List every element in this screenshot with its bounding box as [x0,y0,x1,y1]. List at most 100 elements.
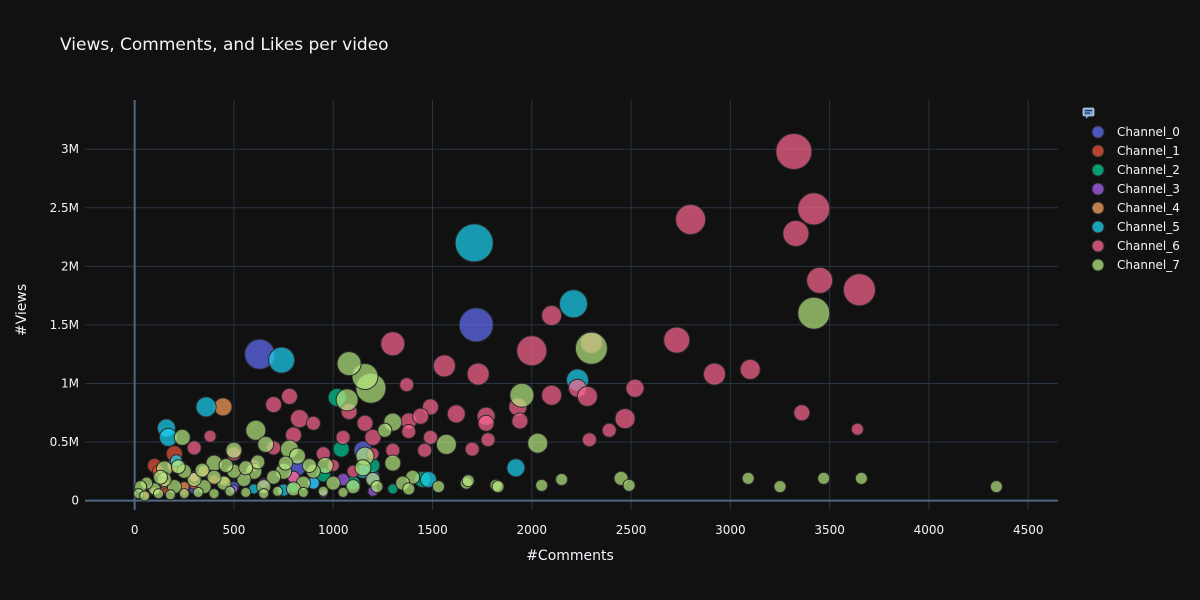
bubble-channel-5[interactable] [454,223,494,263]
legend-item-channel-6[interactable]: Channel_6 [1091,239,1180,253]
bubble-channel-5[interactable] [506,458,526,478]
bubble-channel-7[interactable] [574,331,608,365]
bubble-channel-6[interactable] [265,396,283,414]
legend-item-channel-7[interactable]: Channel_7 [1091,258,1180,272]
bubble-channel-7[interactable] [336,351,362,377]
bubble-channel-7[interactable] [337,486,349,498]
legend[interactable]: Channel_0 Channel_1 Channel_2 Channel_3 Chan… [1082,107,1180,272]
bubble-channel-6[interactable] [739,358,761,380]
bubble-channel-6[interactable] [417,442,433,458]
bubble-channel-6[interactable] [446,404,466,424]
bubble-channel-7[interactable] [527,432,549,454]
bubble-channel-7[interactable] [301,458,317,473]
bubble-channel-7[interactable] [153,469,168,485]
bubble-channel-7[interactable] [345,479,361,495]
bubble-channel-5[interactable] [420,471,437,488]
bubble-channel-7[interactable] [817,471,831,485]
bubble-channel-7[interactable] [245,419,267,441]
bubble-channel-6[interactable] [290,409,309,429]
bubble-channel-6[interactable] [516,335,548,367]
bubble-channel-7[interactable] [335,388,359,412]
bubble-channel-6[interactable] [850,422,864,436]
bubble-channel-7[interactable] [278,455,294,471]
bubble-channel-4[interactable] [213,397,233,417]
bubble-channel-6[interactable] [806,266,834,294]
bubble-channel-7[interactable] [194,462,210,478]
bubble-channel-7[interactable] [555,473,569,486]
bubble-channel-7[interactable] [354,459,372,477]
bubble-channel-7[interactable] [178,488,190,500]
bubble-channel-6[interactable] [356,414,374,432]
bubble-channel-7[interactable] [164,489,176,501]
bubble-channel-6[interactable] [842,273,876,307]
bubble-channel-7[interactable] [317,485,329,497]
bubble-channel-6[interactable] [412,407,430,425]
bubble-channel-6[interactable] [703,362,726,386]
bubble-channel-7[interactable] [218,458,234,473]
bubble-channel-6[interactable] [203,429,217,443]
bubble-channel-6[interactable] [782,220,810,247]
bubble-channel-7[interactable] [461,474,475,488]
bubble-channel-6[interactable] [305,415,321,431]
bubble-channel-6[interactable] [614,408,636,430]
bubble-channel-6[interactable] [423,429,438,445]
legend-item-channel-1[interactable]: Channel_1 [1091,144,1180,158]
bubble-channel-7[interactable] [402,482,416,496]
bubble-channel-7[interactable] [432,480,445,494]
bubble-channel-6[interactable] [793,404,811,422]
bubble-channel-7[interactable] [240,486,252,498]
bubble-channel-6[interactable] [464,441,480,457]
bubble-channel-7[interactable] [289,447,306,465]
bubble-channel-6[interactable] [466,362,490,386]
legend-item-channel-0[interactable]: Channel_0 [1091,125,1180,139]
bubble-channel-7[interactable] [435,433,457,455]
bubble-channel-7[interactable] [153,488,164,500]
bubble-channel-6[interactable] [186,440,202,456]
bubble-channel-7[interactable] [224,485,236,497]
bubble-channel-6[interactable] [541,305,563,326]
bubble-channel-7[interactable] [370,480,384,494]
bubble-channel-7[interactable] [170,459,186,475]
bubble-channel-6[interactable] [477,414,495,432]
bubble-channel-7[interactable] [257,435,275,453]
bubble-channel-6[interactable] [511,412,529,430]
bubble-channel-7[interactable] [325,475,341,491]
bubble-channel-6[interactable] [432,354,456,378]
bubble-channel-6[interactable] [581,432,597,448]
bubble-channel-7[interactable] [797,296,831,330]
bubble-channel-6[interactable] [663,326,691,354]
bubble-channel-7[interactable] [741,471,755,485]
bubble-channel-6[interactable] [480,432,496,448]
bubble-channel-6[interactable] [380,331,406,357]
bubble-channel-7[interactable] [272,485,284,497]
bubble-channel-7[interactable] [535,478,549,492]
bubble-channel-6[interactable] [775,133,813,170]
bubble-channel-6[interactable] [625,378,645,398]
legend-items[interactable]: Channel_0 Channel_1 Channel_2 Channel_3 Chan… [1091,125,1180,272]
bubble-channel-7[interactable] [225,441,243,459]
bubble-channel-6[interactable] [675,204,707,235]
bubble-channel-7[interactable] [384,454,402,472]
bubble-channel-6[interactable] [281,387,298,405]
bubble-channel-7[interactable] [491,480,505,494]
bubble-channel-6[interactable] [335,429,351,445]
bubble-channel-7[interactable] [297,486,309,498]
bubble-channel-5[interactable] [195,396,217,418]
bubble-channel-6[interactable] [541,384,563,406]
bubble-channel-7[interactable] [773,480,787,494]
bubble-channel-7[interactable] [854,471,868,485]
bubble-channel-2[interactable] [387,483,399,495]
legend-item-channel-5[interactable]: Channel_5 [1091,220,1180,234]
bubble-channel-0[interactable] [458,307,494,343]
bubble-channel-7[interactable] [377,422,393,438]
bubble-channel-7[interactable] [192,486,204,498]
legend-item-channel-3[interactable]: Channel_3 [1091,182,1180,196]
bubble-channel-7[interactable] [509,382,535,408]
bubble-channel-7[interactable] [139,490,151,502]
bubble-channel-5[interactable] [268,346,296,374]
bubble-channel-7[interactable] [258,488,270,500]
bubbles-layer[interactable] [133,133,1003,502]
bubble-channel-7[interactable] [989,480,1003,494]
bubble-channel-6[interactable] [364,428,382,446]
